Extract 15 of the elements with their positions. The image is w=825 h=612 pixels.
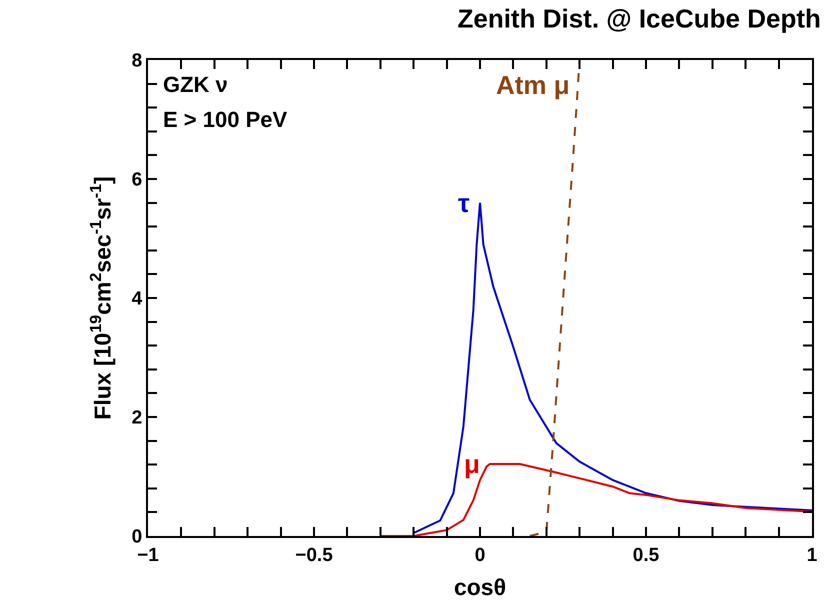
x-tick-label: 1 — [806, 544, 818, 566]
series-label: Atm μ — [496, 70, 570, 100]
annotation: GZK ν — [163, 72, 228, 97]
y-tick-label: 6 — [132, 170, 142, 191]
x-axis-title: cosθ — [454, 574, 506, 600]
chart-title: Zenith Dist. @ IceCube Depth — [457, 3, 821, 34]
series-label: μ — [464, 449, 480, 479]
x-tick-label: 0 — [474, 544, 486, 566]
annotation: E > 100 PeV — [163, 107, 288, 132]
y-tick-label: 2 — [132, 408, 142, 429]
y-tick-label: 8 — [132, 50, 142, 72]
x-tick-label: 0.5 — [632, 544, 660, 566]
y-tick-label: 4 — [132, 288, 143, 310]
series-label: τ — [458, 188, 470, 218]
x-tick-label: −0.5 — [295, 544, 334, 566]
